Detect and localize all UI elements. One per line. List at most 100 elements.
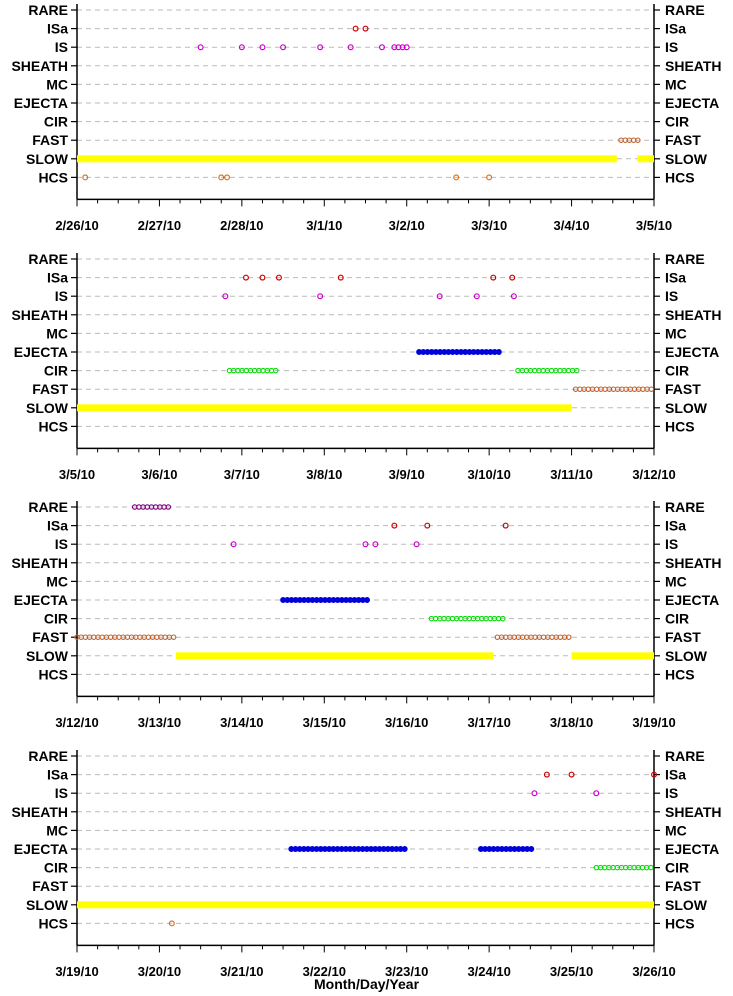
- y-label-right-is: IS: [665, 785, 678, 801]
- y-label-right-sheath: SHEATH: [665, 555, 722, 571]
- y-label-right-slow: SLOW: [665, 897, 708, 913]
- y-label-left-hcs: HCS: [38, 418, 68, 434]
- y-label-left-cir: CIR: [44, 363, 68, 379]
- is-point: [395, 44, 402, 51]
- fast-run-marker: [648, 386, 655, 392]
- x-tick-label: 3/17/10: [467, 715, 510, 730]
- x-tick-label: 3/18/10: [550, 715, 593, 730]
- y-label-right-mc: MC: [665, 822, 687, 838]
- isa-point: [259, 274, 266, 281]
- cir-run-marker: [500, 615, 506, 622]
- y-label-right-fast: FAST: [665, 132, 701, 148]
- x-tick-label: 3/4/10: [553, 218, 589, 233]
- x-tick-label: 3/16/10: [385, 715, 428, 730]
- slow-run: [77, 404, 572, 412]
- y-label-right-is: IS: [665, 39, 678, 55]
- y-label-left-hcs: HCS: [38, 915, 68, 931]
- y-label-left-is: IS: [55, 785, 68, 801]
- y-label-right-sheath: SHEATH: [665, 58, 722, 74]
- y-label-left-fast: FAST: [32, 629, 68, 645]
- y-label-right-isa: ISa: [665, 21, 686, 37]
- y-label-left-cir: CIR: [44, 860, 68, 876]
- hcs-point: [224, 174, 231, 181]
- is-point: [413, 541, 420, 548]
- y-label-right-fast: FAST: [665, 878, 701, 894]
- is-point: [280, 44, 287, 51]
- y-label-right-fast: FAST: [665, 629, 701, 645]
- x-axis-label: Month/Day/Year: [313, 976, 420, 992]
- ejecta-run-marker: [528, 846, 535, 852]
- x-tick-label: 3/12/10: [632, 467, 675, 482]
- isa-point: [242, 274, 249, 281]
- x-tick-label: 3/26/10: [632, 964, 675, 979]
- x-tick-label: 2/28/10: [220, 218, 263, 233]
- y-label-right-mc: MC: [665, 76, 687, 92]
- panel-4: RARE RARE ISa ISa IS IS SHEATH SHEATH MC MC EJECTA…: [11, 748, 721, 979]
- x-tick-label: 3/5/10: [59, 467, 95, 482]
- isa-point: [543, 771, 550, 778]
- y-label-left-is: IS: [55, 39, 68, 55]
- y-label-right-rare: RARE: [665, 2, 705, 18]
- is-point: [531, 790, 538, 797]
- hcs-point: [218, 174, 225, 181]
- x-tick-label: 3/19/10: [55, 964, 98, 979]
- y-label-left-cir: CIR: [44, 611, 68, 627]
- x-tick-label: 3/22/10: [303, 964, 346, 979]
- y-label-left-mc: MC: [46, 573, 68, 589]
- y-label-left-fast: FAST: [32, 878, 68, 894]
- x-tick-label: 3/3/10: [471, 218, 507, 233]
- fast-run-marker: [635, 137, 641, 143]
- rare-run-marker: [165, 504, 172, 510]
- is-point: [222, 293, 229, 300]
- y-label-left-sheath: SHEATH: [11, 58, 68, 74]
- slow-run: [637, 155, 654, 163]
- y-label-left-ejecta: EJECTA: [14, 344, 68, 360]
- y-label-left-ejecta: EJECTA: [14, 592, 68, 608]
- y-label-left-mc: MC: [46, 325, 68, 341]
- is-point: [378, 44, 385, 51]
- isa-point: [650, 771, 657, 778]
- x-tick-label: 3/21/10: [220, 964, 263, 979]
- y-label-left-slow: SLOW: [26, 151, 69, 167]
- y-label-left-ejecta: EJECTA: [14, 95, 68, 111]
- y-label-right-sheath: SHEATH: [665, 307, 722, 323]
- y-label-left-is: IS: [55, 536, 68, 552]
- x-tick-label: 3/11/10: [550, 467, 593, 482]
- cir-run-marker: [574, 367, 580, 374]
- y-label-left-slow: SLOW: [26, 648, 69, 664]
- ejecta-run-marker: [495, 349, 502, 355]
- y-label-right-slow: SLOW: [665, 648, 708, 664]
- slow-run: [77, 901, 654, 909]
- x-tick-label: 3/7/10: [224, 467, 260, 482]
- x-tick-label: 3/6/10: [141, 467, 177, 482]
- y-label-right-is: IS: [665, 536, 678, 552]
- x-tick-label: 3/13/10: [138, 715, 181, 730]
- y-label-right-rare: RARE: [665, 251, 705, 267]
- isa-point: [509, 274, 516, 281]
- hcs-point: [486, 174, 493, 181]
- y-label-right-hcs: HCS: [665, 169, 695, 185]
- is-point: [399, 44, 406, 51]
- y-label-left-fast: FAST: [32, 132, 68, 148]
- is-point: [436, 293, 443, 300]
- panel-2: RARE RARE ISa ISa IS IS SHEATH SHEATH MC MC EJECTA…: [11, 251, 721, 482]
- y-label-right-rare: RARE: [665, 499, 705, 515]
- y-label-right-ejecta: EJECTA: [665, 841, 719, 857]
- y-label-left-rare: RARE: [28, 499, 68, 515]
- cir-run-marker: [648, 864, 654, 871]
- x-tick-label: 3/10/10: [467, 467, 510, 482]
- x-tick-label: 3/24/10: [467, 964, 510, 979]
- y-label-left-hcs: HCS: [38, 169, 68, 185]
- is-point: [593, 790, 600, 797]
- y-label-left-isa: ISa: [47, 21, 68, 37]
- y-label-right-isa: ISa: [665, 518, 686, 534]
- slow-run: [571, 652, 654, 660]
- y-label-left-sheath: SHEATH: [11, 804, 68, 820]
- is-point: [317, 44, 324, 51]
- is-point: [473, 293, 480, 300]
- x-tick-label: 3/9/10: [389, 467, 425, 482]
- y-label-right-sheath: SHEATH: [665, 804, 722, 820]
- is-point: [347, 44, 354, 51]
- is-point: [259, 44, 266, 51]
